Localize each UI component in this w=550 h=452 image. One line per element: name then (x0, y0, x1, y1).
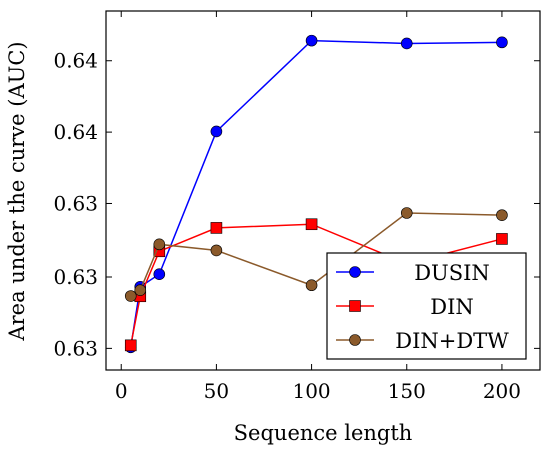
plot-frame (105, 10, 541, 371)
legend-label: DIN+DTW (395, 329, 509, 353)
legend-item-din: DIN (336, 295, 474, 319)
data-point-dusin (496, 36, 508, 49)
y-tick-label: 0.64 (53, 49, 98, 73)
y-axis-title: Area under the curve (AUC) (5, 41, 29, 341)
x-tick-label: 150 (388, 379, 426, 403)
data-point-din-dtw (305, 279, 318, 292)
legend-marker (349, 300, 361, 312)
data-point-din-dtw (400, 207, 413, 219)
data-point-din (305, 218, 318, 231)
legend-label: DIN (430, 295, 474, 319)
x-tick-label: 0 (115, 379, 128, 403)
legend-marker (349, 334, 361, 346)
data-point-din-dtw (210, 244, 223, 257)
y-axis: 0.63 0.63 0.63 0.64 0.64 (53, 49, 540, 360)
x-tick-label: 50 (204, 379, 229, 403)
legend-item-din-dtw: DIN+DTW (336, 329, 509, 353)
data-point-din-dtw (153, 238, 166, 251)
legend: DUSIN DIN DIN+DTW (326, 252, 527, 360)
legend-marker (349, 266, 361, 278)
series-din-dtw (124, 207, 508, 302)
y-tick-label: 0.63 (53, 336, 98, 360)
x-tick-label: 200 (483, 379, 521, 403)
data-point-din (124, 339, 137, 352)
x-tick-label: 100 (292, 379, 330, 403)
data-point-din (496, 233, 508, 245)
data-point-dusin (305, 34, 318, 47)
data-point-din-dtw (134, 284, 147, 296)
legend-label: DUSIN (414, 261, 490, 285)
data-point-din-dtw (124, 290, 137, 302)
legend-item-dusin: DUSIN (336, 261, 490, 285)
data-point-dusin (400, 37, 413, 50)
data-point-din (210, 222, 223, 234)
y-tick-label: 0.63 (53, 265, 98, 289)
x-axis: 0 50 100 150 200 (115, 11, 521, 403)
data-point-dusin (153, 268, 166, 280)
data-point-din-dtw (496, 209, 508, 221)
data-point-dusin (210, 125, 223, 138)
y-tick-label: 0.63 (53, 191, 98, 215)
series-layer (124, 34, 508, 354)
y-tick-label: 0.64 (53, 120, 98, 144)
x-axis-title: Sequence length (234, 421, 413, 445)
